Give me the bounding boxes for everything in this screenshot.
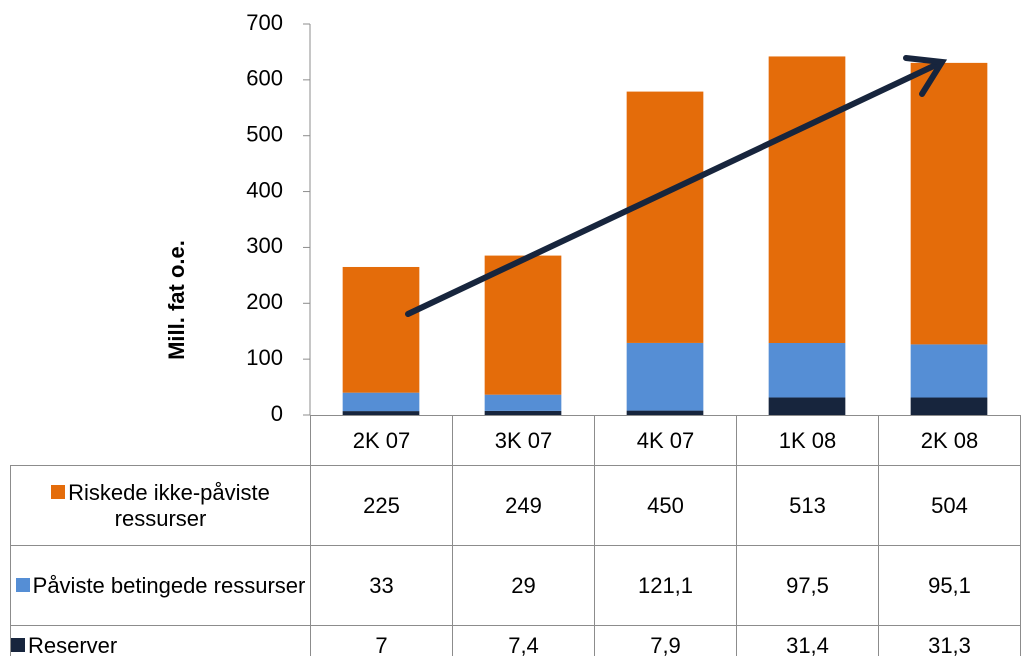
bar-segment <box>768 397 846 415</box>
x-tick-label: 2K 08 <box>878 415 1021 466</box>
bar-segment <box>342 392 420 412</box>
bar-segment <box>626 91 704 343</box>
table-value: 7 <box>310 625 453 656</box>
legend-label: Riskede ikke-påviste ressurser <box>68 479 270 531</box>
y-tick-label: 100 <box>246 345 283 370</box>
table-value: 7,4 <box>452 625 595 656</box>
trend-arrow <box>405 55 948 317</box>
y-tick-label: 500 <box>246 122 283 147</box>
x-tick-label: 4K 07 <box>594 415 737 466</box>
table-value: 31,4 <box>736 625 879 656</box>
legend-label: Påviste betingede ressurser <box>32 572 306 598</box>
legend-item: Riskede ikke-påviste ressurser <box>11 480 310 532</box>
legend-entry: Riskede ikke-påviste ressurser <box>10 465 311 546</box>
table-value: 450 <box>594 465 737 546</box>
legend-entry: Påviste betingede ressurser <box>10 545 311 626</box>
bar-segment <box>768 343 846 398</box>
y-axis-label: Mill. fat o.e. <box>164 240 189 360</box>
legend-item: Reserver <box>11 633 117 656</box>
table-value: 95,1 <box>878 545 1021 626</box>
bar-segment <box>342 266 420 393</box>
bar-segment <box>626 410 704 415</box>
table-value: 121,1 <box>594 545 737 626</box>
bar-segment <box>910 344 988 398</box>
table-value: 249 <box>452 465 595 546</box>
table-value: 7,9 <box>594 625 737 656</box>
bar-segment <box>910 397 988 415</box>
x-tick-label: 1K 08 <box>736 415 879 466</box>
table-value: 29 <box>452 545 595 626</box>
legend-key <box>51 484 66 499</box>
table-value: 225 <box>310 465 453 546</box>
legend-label: Reserver <box>28 632 118 656</box>
x-tick-label: 2K 07 <box>310 415 453 466</box>
y-tick-label: 600 <box>246 66 283 91</box>
y-tick-label: 200 <box>246 289 283 314</box>
bar-segment <box>484 255 562 395</box>
table-value: 97,5 <box>736 545 879 626</box>
bar-segment <box>910 62 988 345</box>
bar-segment <box>626 342 704 411</box>
y-tick-label: 300 <box>246 233 283 258</box>
legend-key <box>11 637 25 652</box>
bar-segment <box>484 394 562 411</box>
legend-entry: Reserver <box>10 625 311 656</box>
legend-item: Påviste betingede ressurser <box>15 572 306 599</box>
y-tick-label: 700 <box>246 10 283 35</box>
bar-segment <box>342 411 420 415</box>
legend-key <box>15 577 30 592</box>
y-tick-label: 0 <box>271 401 283 426</box>
table-value: 33 <box>310 545 453 626</box>
bar-segment <box>768 56 846 344</box>
y-tick-label: 400 <box>246 177 283 202</box>
table-value: 513 <box>736 465 879 546</box>
bar-segment <box>484 410 562 415</box>
x-tick-label: 3K 07 <box>452 415 595 466</box>
table-value: 504 <box>878 465 1021 546</box>
table-value: 31,3 <box>878 625 1021 656</box>
